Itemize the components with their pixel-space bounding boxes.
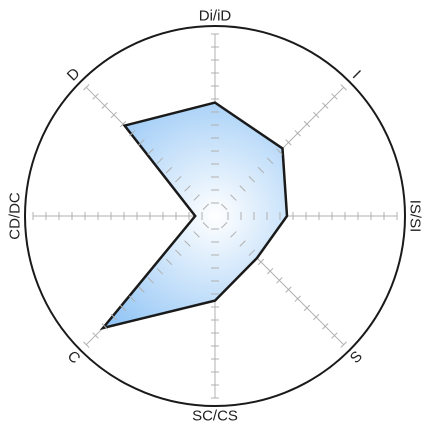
axis-tick (184, 185, 191, 192)
axis-tick (331, 332, 338, 339)
axis-tick (184, 240, 191, 247)
axis-tick (138, 139, 145, 146)
axis-tick (138, 286, 145, 293)
axis-tick (294, 295, 301, 302)
axis-label-sc-cs: SC/CS (192, 408, 238, 425)
axis-tick (322, 102, 329, 109)
axis-tick (312, 111, 320, 119)
axis-tick (303, 120, 311, 128)
axis-tick (92, 93, 99, 100)
axis-tick (221, 203, 228, 210)
axis-tick (110, 313, 118, 321)
axis-tick (147, 148, 154, 155)
axis-tick (83, 84, 90, 91)
axis-tick (175, 176, 182, 183)
axis-tick (285, 139, 292, 146)
axis-label-i: I (349, 67, 364, 82)
axis-tick (202, 222, 209, 229)
axis-tick (147, 277, 154, 284)
axis-tick (110, 111, 118, 119)
axis-tick (340, 84, 347, 91)
axis-tick (266, 267, 274, 275)
data-polygon (99, 101, 289, 331)
axis-tick (156, 157, 164, 165)
axis-tick (129, 130, 136, 137)
axis-tick (175, 249, 182, 256)
axis-tick (266, 157, 274, 165)
axis-tick (239, 240, 246, 247)
axis-tick (276, 148, 283, 155)
axis-tick (101, 102, 108, 109)
axis-label-s: S (347, 348, 366, 367)
axis-tick (92, 332, 99, 339)
axis-tick (129, 295, 136, 302)
axis-label-di-id: Di/iD (199, 8, 232, 25)
axis-label-is-si: IS/SI (407, 200, 424, 233)
axis-tick (193, 231, 200, 238)
axis-tick (119, 304, 127, 312)
axis-tick (156, 267, 164, 275)
axis-tick (312, 313, 320, 321)
axis-tick (230, 194, 237, 201)
outer-circle (24, 25, 406, 407)
axis-tick (285, 286, 292, 293)
axis-tick (165, 258, 173, 266)
axis-tick (257, 258, 265, 266)
axis-tick (331, 93, 338, 100)
axis-tick (83, 341, 90, 348)
axis-tick (257, 166, 265, 174)
axis-tick (202, 203, 209, 210)
axis-tick (239, 185, 246, 192)
axis-tick (119, 120, 127, 128)
axis-tick (193, 194, 200, 201)
axis-tick (230, 231, 237, 238)
axis-tick (294, 130, 301, 137)
axis-tick (340, 341, 347, 348)
axis-tick (322, 323, 329, 330)
axis-tick (101, 323, 108, 330)
axis-tick (221, 222, 228, 229)
axis-tick (165, 166, 173, 174)
tick-marks (32, 33, 398, 399)
axis-tick (248, 176, 255, 183)
axis-tick (303, 304, 311, 312)
axis-label-cd-dc: CD/DC (7, 192, 24, 240)
axis-tick (276, 277, 283, 284)
axis-tick (248, 249, 255, 256)
